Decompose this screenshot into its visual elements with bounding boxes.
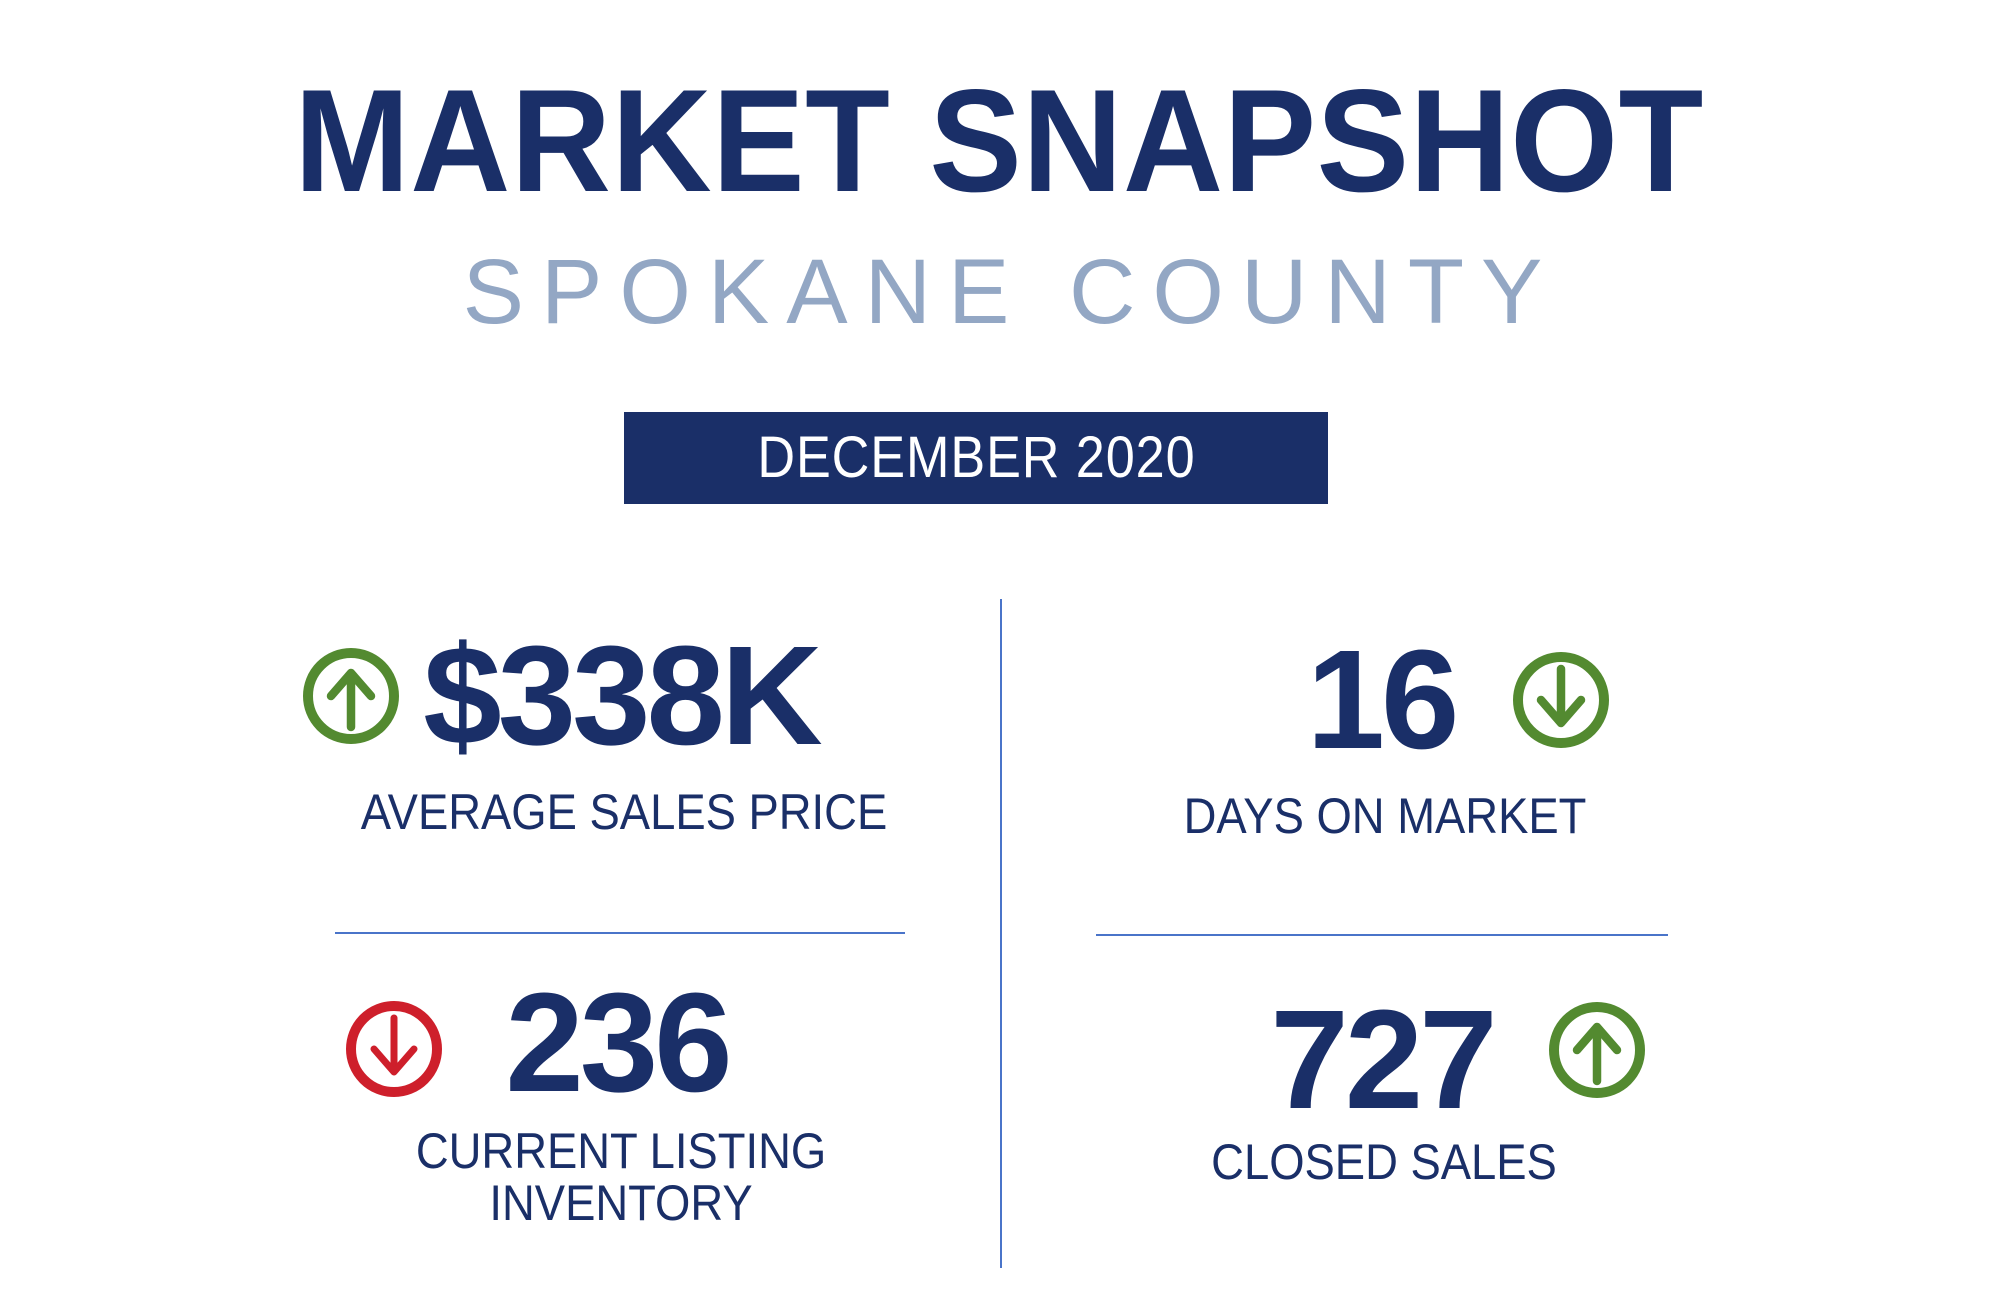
stat-value-average-sales-price: $338K bbox=[423, 616, 822, 774]
period-banner-label: DECEMBER 2020 bbox=[756, 425, 1196, 490]
stat-label-days-on-market: DAYS ON MARKET bbox=[1183, 788, 1587, 844]
stat-value-days-on-market: 16 bbox=[1306, 620, 1460, 778]
arrow-down-circle-icon bbox=[1513, 652, 1609, 753]
horizontal-divider-right bbox=[1096, 934, 1668, 936]
vertical-divider bbox=[1000, 599, 1002, 1268]
stat-label-current-listing-inventory: CURRENT LISTING INVENTORY bbox=[415, 1123, 827, 1231]
arrow-down-circle-icon bbox=[346, 1001, 442, 1102]
stat-label-average-sales-price: AVERAGE SALES PRICE bbox=[360, 784, 888, 840]
arrow-up-circle-icon bbox=[303, 648, 399, 749]
period-banner: DECEMBER 2020 bbox=[624, 412, 1328, 504]
arrow-up-circle-icon bbox=[1549, 1002, 1645, 1103]
stat-label-closed-sales: CLOSED SALES bbox=[1211, 1134, 1557, 1190]
stat-value-current-listing-inventory: 236 bbox=[505, 963, 732, 1121]
page-title: MARKET SNAPSHOT bbox=[294, 59, 1704, 222]
horizontal-divider-left bbox=[335, 932, 905, 934]
stat-value-closed-sales: 727 bbox=[1270, 980, 1497, 1138]
page-subtitle: SPOKANE COUNTY bbox=[462, 241, 1560, 343]
